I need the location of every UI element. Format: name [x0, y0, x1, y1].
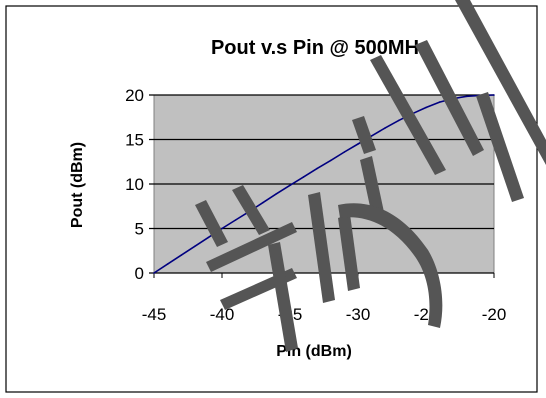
data-point: [234, 219, 237, 221]
data-point: [180, 254, 182, 256]
data-point: [262, 201, 264, 204]
watermark-stroke: [338, 214, 360, 291]
y-tick-label: 20: [125, 86, 144, 105]
y-tick-label: 0: [135, 264, 144, 283]
data-point: [330, 159, 332, 162]
data-point: [302, 176, 305, 178]
data-point: [153, 272, 155, 274]
data-point: [316, 167, 319, 170]
x-tick-label: -40: [210, 305, 235, 324]
data-point: [370, 135, 373, 137]
data-point: [166, 263, 169, 265]
watermark-stroke: [206, 222, 297, 272]
data-point: [221, 227, 223, 230]
data-point: [425, 106, 427, 109]
x-tick-label: -30: [346, 305, 371, 324]
y-axis-label: Pout (dBm): [69, 142, 86, 228]
watermark-stroke: [268, 242, 298, 352]
data-point: [207, 236, 210, 239]
data-point: [194, 245, 196, 248]
chart-title: Pout v.s Pin @ 500MHz: [211, 37, 429, 59]
y-tick-label: 5: [135, 220, 144, 239]
data-point: [493, 94, 495, 96]
watermark-stroke: [360, 156, 384, 216]
x-tick-label: -45: [142, 305, 167, 324]
y-tick-label: 10: [125, 175, 144, 194]
y-tick-label: 15: [125, 131, 144, 150]
series-line: [153, 94, 495, 274]
data-point: [466, 95, 468, 98]
x-tick-label: -20: [482, 305, 507, 324]
watermark-stroke: [370, 55, 446, 175]
watermark-stroke: [415, 40, 484, 156]
watermark-stroke: [455, 0, 546, 165]
data-point: [343, 151, 346, 153]
watermark-stroke: [195, 200, 228, 247]
watermark-stroke: [352, 116, 376, 154]
data-point: [275, 193, 278, 195]
data-point: [357, 143, 359, 145]
watermark-stroke: [232, 185, 270, 235]
data-point: [289, 184, 291, 187]
watermark-stroke: [308, 192, 335, 303]
y-tick-labels: 0 5 10 15 20: [125, 86, 144, 283]
watermark-curve: [338, 203, 443, 328]
watermark: [195, 0, 546, 352]
data-point: [438, 101, 441, 103]
data-point: [384, 127, 387, 129]
data-point: [398, 119, 400, 122]
watermark-stroke: [476, 92, 524, 202]
